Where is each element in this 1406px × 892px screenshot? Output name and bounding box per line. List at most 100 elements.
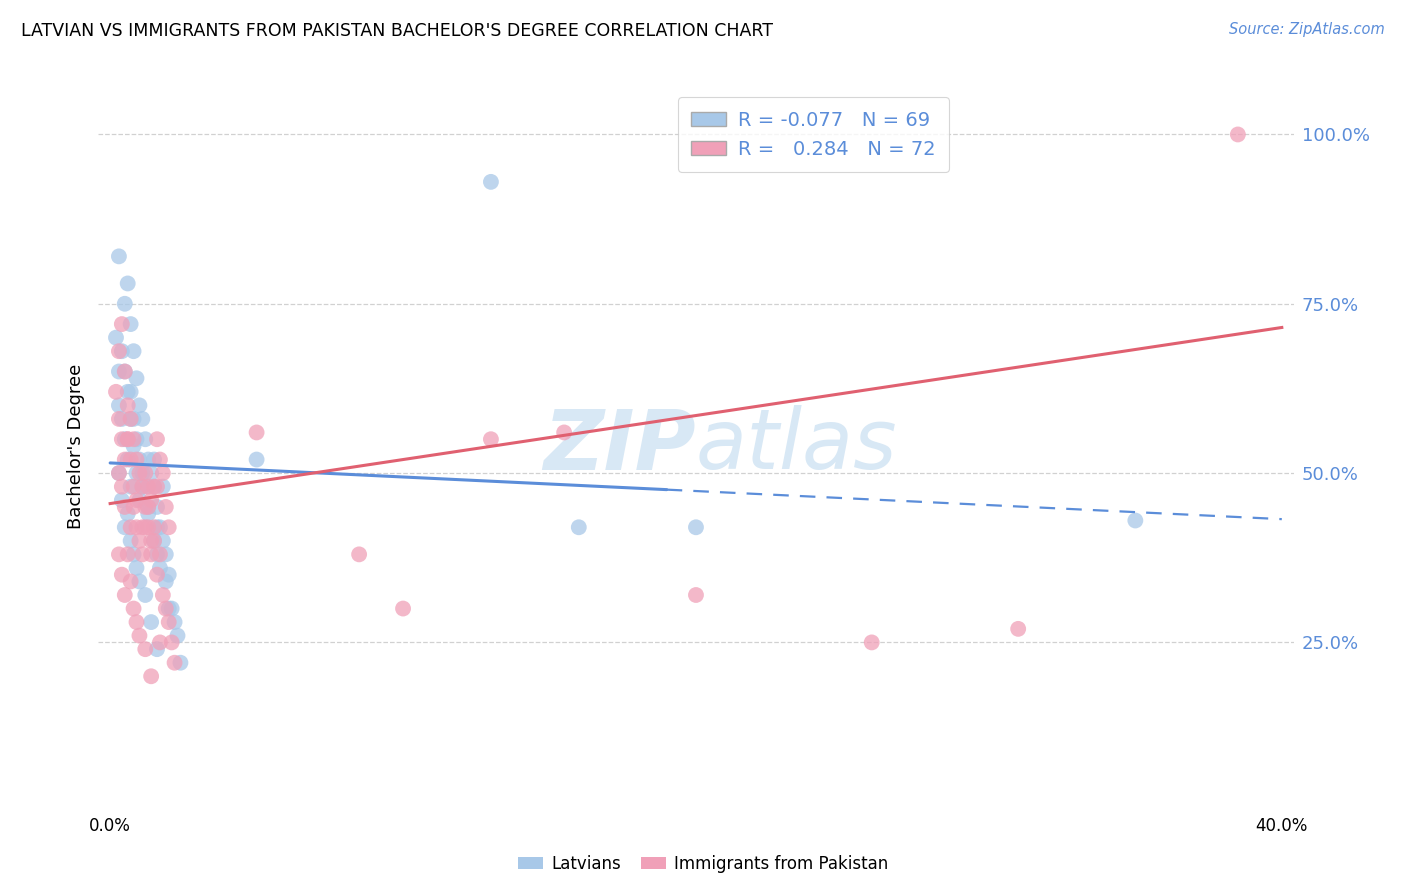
Point	[685, 588, 707, 602]
Point	[479, 432, 502, 446]
Point	[131, 547, 153, 561]
Point	[141, 533, 163, 548]
Text: LATVIAN VS IMMIGRANTS FROM PAKISTAN BACHELOR'S DEGREE CORRELATION CHART: LATVIAN VS IMMIGRANTS FROM PAKISTAN BACH…	[21, 22, 773, 40]
Point	[146, 547, 169, 561]
Point	[131, 520, 153, 534]
Point	[163, 615, 186, 629]
Point	[114, 588, 136, 602]
Point	[122, 500, 145, 514]
Point	[122, 601, 145, 615]
Point	[152, 533, 174, 548]
Point	[136, 452, 159, 467]
Point	[347, 547, 370, 561]
Point	[157, 567, 180, 582]
Point	[114, 500, 136, 514]
Point	[479, 175, 502, 189]
Point	[246, 452, 269, 467]
Point	[134, 466, 156, 480]
Point	[141, 547, 163, 561]
Point	[131, 466, 153, 480]
Point	[120, 412, 142, 426]
Point	[111, 493, 134, 508]
Point	[108, 547, 131, 561]
Point	[122, 480, 145, 494]
Point	[134, 588, 156, 602]
Point	[120, 520, 142, 534]
Point	[108, 412, 131, 426]
Point	[117, 277, 139, 291]
Point	[108, 466, 131, 480]
Point	[1007, 622, 1029, 636]
Point	[117, 432, 139, 446]
Point	[122, 344, 145, 359]
Point	[108, 364, 131, 378]
Point	[136, 480, 159, 494]
Point	[134, 432, 156, 446]
Point	[117, 432, 139, 446]
Point	[1125, 514, 1147, 528]
Point	[128, 533, 150, 548]
Point	[157, 615, 180, 629]
Point	[128, 398, 150, 412]
Point	[155, 500, 177, 514]
Point	[114, 452, 136, 467]
Point	[149, 452, 172, 467]
Point	[117, 452, 139, 467]
Point	[122, 439, 145, 453]
Point	[114, 364, 136, 378]
Point	[143, 533, 166, 548]
Point	[146, 432, 169, 446]
Point	[105, 331, 128, 345]
Point	[108, 344, 131, 359]
Point	[131, 480, 153, 494]
Point	[163, 656, 186, 670]
Point	[152, 588, 174, 602]
Point	[131, 412, 153, 426]
Point	[125, 561, 148, 575]
Point	[114, 364, 136, 378]
Point	[160, 601, 183, 615]
Point	[120, 533, 142, 548]
Point	[108, 466, 131, 480]
Point	[860, 635, 883, 649]
Point	[157, 601, 180, 615]
Point	[136, 500, 159, 514]
Point	[136, 500, 159, 514]
Point	[568, 520, 591, 534]
Point	[157, 520, 180, 534]
Point	[128, 466, 150, 480]
Point	[553, 425, 575, 440]
Point	[134, 520, 156, 534]
Point	[141, 669, 163, 683]
Point	[131, 480, 153, 494]
Point	[134, 480, 156, 494]
Point	[146, 642, 169, 657]
Point	[136, 520, 159, 534]
Point	[114, 297, 136, 311]
Text: atlas: atlas	[696, 406, 897, 486]
Point	[134, 500, 156, 514]
Point	[246, 425, 269, 440]
Point	[152, 480, 174, 494]
Point	[122, 547, 145, 561]
Point	[128, 493, 150, 508]
Point	[136, 507, 159, 521]
Point	[1226, 128, 1249, 142]
Point	[120, 480, 142, 494]
Point	[146, 520, 169, 534]
Legend: R = -0.077   N = 69, R =   0.284   N = 72: R = -0.077 N = 69, R = 0.284 N = 72	[678, 97, 949, 172]
Point	[392, 601, 415, 615]
Point	[111, 480, 134, 494]
Point	[141, 493, 163, 508]
Point	[143, 520, 166, 534]
Point	[146, 567, 169, 582]
Point	[120, 452, 142, 467]
Point	[125, 520, 148, 534]
Point	[117, 398, 139, 412]
Point	[125, 466, 148, 480]
Point	[125, 493, 148, 508]
Point	[143, 533, 166, 548]
Point	[111, 317, 134, 331]
Point	[149, 561, 172, 575]
Point	[143, 480, 166, 494]
